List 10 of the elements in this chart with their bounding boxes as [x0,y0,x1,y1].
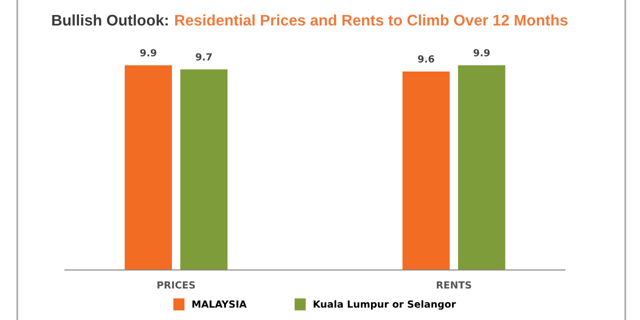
data-label: 9.7 [196,53,212,61]
legend-label: Kuala Lumpur or Selangor [314,300,456,310]
chart-subtitle: Residential Prices and Rents to Climb Over 12 Months [175,14,568,26]
x-tick-label: PRICES [158,281,195,289]
data-label: 9.9 [474,49,490,56]
data-label: 9.6 [418,55,434,63]
data-label: 9.9 [140,49,156,56]
x-tick-label: RENTS [436,281,472,289]
chart-title: Bullish Outlook: [52,14,168,26]
legend-label: MALAYSIA [192,300,247,308]
